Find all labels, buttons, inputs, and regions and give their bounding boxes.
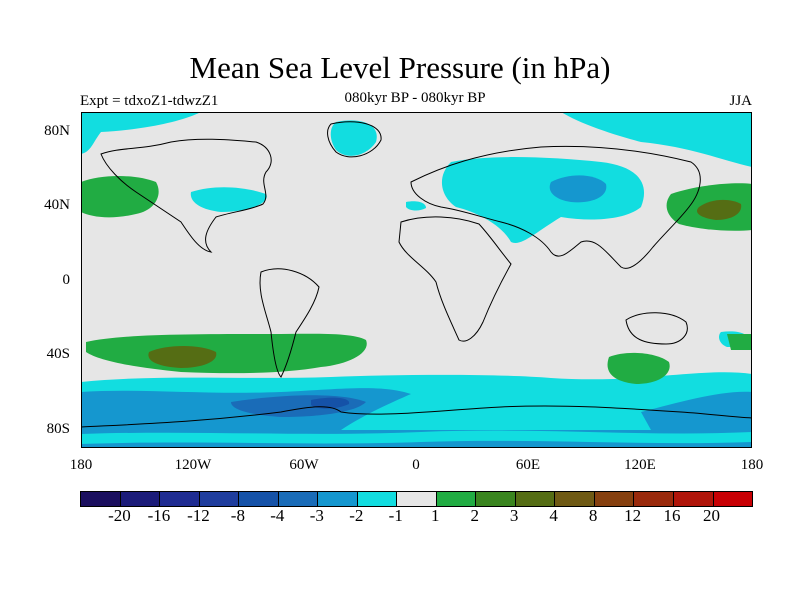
- legend-label: 8: [588, 506, 598, 525]
- chart-title: Mean Sea Level Pressure (in hPa): [189, 50, 611, 85]
- legend-swatch: [476, 492, 516, 506]
- legend-label: -12: [187, 506, 210, 525]
- coastlines: [81, 121, 752, 428]
- legend-label: -1: [388, 506, 403, 525]
- coastline-south-america: [259, 268, 320, 378]
- coastline-australia: [625, 312, 688, 345]
- legend-swatch: [673, 492, 714, 506]
- legend-label: 16: [663, 506, 681, 525]
- coastline-antarctica: [81, 405, 752, 428]
- legend-label: -4: [270, 506, 285, 525]
- legend-swatch: [160, 492, 200, 506]
- legend-label: 20: [703, 506, 721, 525]
- legend-swatch: [318, 492, 358, 506]
- southwest-pacific-high: [727, 334, 752, 350]
- legend-swatch: [555, 492, 595, 506]
- coastline-north-america: [100, 138, 272, 253]
- legend-label: -20: [108, 506, 131, 525]
- legend-swatch: [357, 492, 398, 506]
- legend-swatch: [81, 492, 121, 506]
- legend-swatch: [120, 492, 161, 506]
- map-frame: [81, 112, 752, 448]
- chart-subtitle: 080kyr BP - 080kyr BP: [344, 90, 486, 106]
- legend-swatch: [634, 492, 674, 506]
- legend-swatch: [239, 492, 279, 506]
- y-tick-label-80s: 80S: [46, 421, 70, 437]
- y-tick-label-40s: 40S: [46, 346, 70, 362]
- legend-label: -16: [147, 506, 171, 525]
- south-pacific-core: [148, 346, 217, 368]
- x-tick-label-60w: 60W: [289, 457, 319, 473]
- legend-label: 12: [624, 506, 642, 525]
- legend-label: 2: [470, 506, 479, 525]
- x-tick-label-120e: 120E: [624, 457, 656, 473]
- x-tick-label-180w: 180: [69, 457, 93, 473]
- eurasia-blue2: [549, 175, 607, 203]
- mediterranean-cyan: [406, 201, 426, 211]
- legend-colorbar: [80, 491, 753, 507]
- arctic-cyan-west: [81, 112, 201, 154]
- arctic-cyan-east: [561, 112, 752, 167]
- legend-label: 1: [430, 506, 440, 525]
- north-america-cyan: [190, 187, 267, 212]
- southern-blue4-core: [311, 397, 350, 409]
- legend-label: -8: [230, 506, 245, 525]
- coastline-greenland: [327, 121, 382, 158]
- coastline-africa: [398, 216, 512, 342]
- legend-swatch: [397, 492, 437, 506]
- x-tick-label-120w: 120W: [174, 457, 212, 473]
- legend-swatch: [278, 492, 319, 506]
- north-pacific-core: [696, 199, 742, 220]
- legend-swatch: [713, 492, 753, 506]
- x-tick-label-60e: 60E: [515, 457, 541, 473]
- experiment-label: Expt = tdxoZ1-tdwzZ1: [80, 93, 219, 109]
- pressure-map: [81, 112, 752, 448]
- legend-swatch: [199, 492, 240, 506]
- x-tick-label-180e: 180: [740, 457, 764, 473]
- indian-ocean-high: [607, 352, 670, 384]
- y-tick-label-0: 0: [62, 272, 71, 288]
- southern-cyan-streak: [81, 430, 752, 444]
- southern-blue2-east: [641, 391, 752, 430]
- legend-swatch: [594, 492, 635, 506]
- legend-label: 3: [509, 506, 519, 525]
- north-pacific-high-east: [81, 176, 159, 218]
- legend-swatch: [515, 492, 556, 506]
- legend-swatch: [436, 492, 477, 506]
- greenland-cyan: [330, 120, 377, 156]
- x-tick-label-0: 0: [412, 457, 420, 473]
- y-tick-label-80n: 80N: [44, 123, 70, 139]
- season-label: JJA: [729, 93, 752, 109]
- legend-label: 4: [549, 506, 558, 525]
- legend-label: -3: [309, 506, 324, 525]
- legend-label: -2: [349, 506, 364, 525]
- coastline-eurasia: [410, 145, 701, 269]
- y-tick-label-40n: 40N: [44, 197, 70, 213]
